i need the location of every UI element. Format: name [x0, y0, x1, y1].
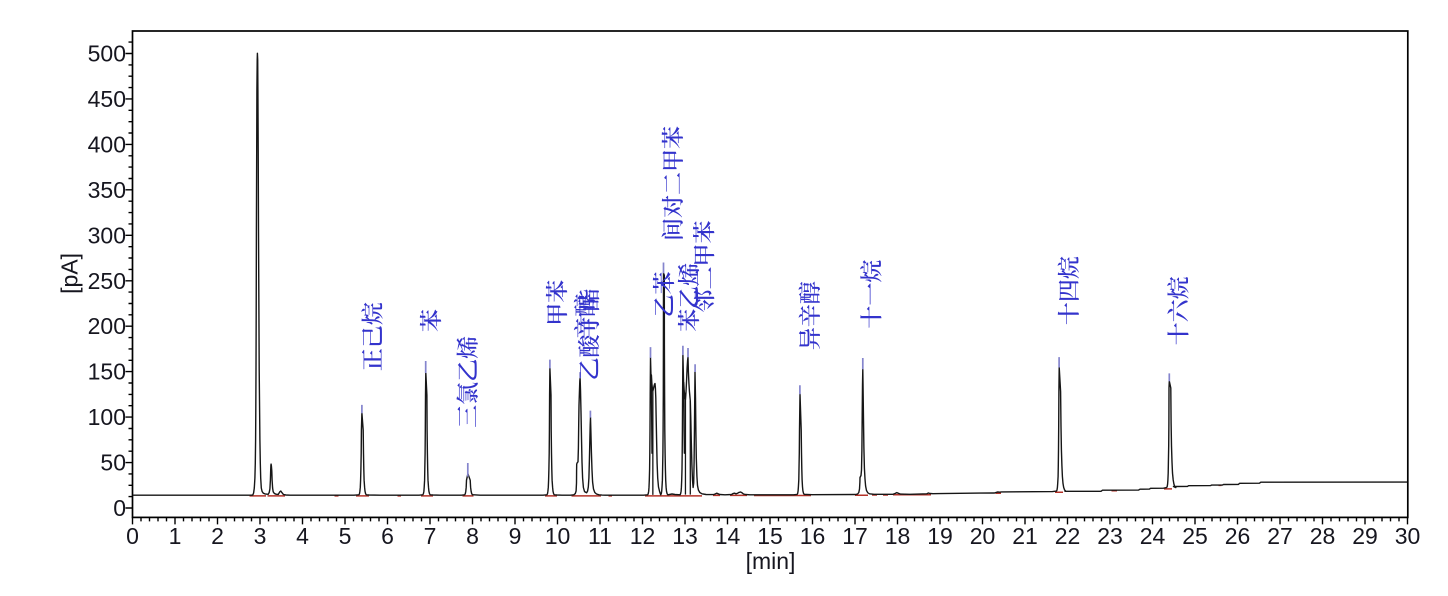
svg-text:29: 29	[1352, 523, 1378, 549]
svg-text:0: 0	[113, 495, 126, 521]
svg-text:250: 250	[88, 268, 126, 294]
svg-text:30: 30	[1395, 523, 1421, 549]
svg-text:400: 400	[88, 131, 126, 157]
svg-text:24: 24	[1140, 523, 1166, 549]
svg-text:12: 12	[630, 523, 656, 549]
svg-text:15: 15	[757, 523, 783, 549]
svg-text:500: 500	[88, 41, 126, 67]
svg-text:17: 17	[842, 523, 868, 549]
svg-text:4: 4	[296, 523, 309, 549]
svg-text:21: 21	[1012, 523, 1038, 549]
svg-text:6: 6	[381, 523, 394, 549]
svg-text:19: 19	[927, 523, 953, 549]
svg-text:9: 9	[509, 523, 522, 549]
svg-text:26: 26	[1225, 523, 1251, 549]
svg-text:450: 450	[88, 86, 126, 112]
svg-text:10: 10	[545, 523, 571, 549]
svg-text:20: 20	[970, 523, 996, 549]
svg-text:25: 25	[1182, 523, 1208, 549]
svg-text:100: 100	[88, 404, 126, 430]
svg-text:5: 5	[339, 523, 352, 549]
svg-text:23: 23	[1097, 523, 1123, 549]
svg-text:50: 50	[100, 450, 126, 476]
svg-text:22: 22	[1055, 523, 1081, 549]
svg-text:8: 8	[466, 523, 479, 549]
svg-text:18: 18	[885, 523, 911, 549]
svg-text:14: 14	[715, 523, 741, 549]
svg-text:28: 28	[1310, 523, 1336, 549]
svg-text:2: 2	[211, 523, 224, 549]
svg-text:[pA]: [pA]	[57, 253, 83, 294]
svg-text:150: 150	[88, 359, 126, 385]
svg-text:11: 11	[588, 523, 612, 549]
svg-text:0: 0	[126, 523, 139, 549]
svg-text:[min]: [min]	[746, 548, 796, 574]
svg-text:7: 7	[424, 523, 437, 549]
svg-text:200: 200	[88, 313, 126, 339]
svg-text:16: 16	[800, 523, 826, 549]
svg-text:3: 3	[254, 523, 267, 549]
svg-text:300: 300	[88, 222, 126, 248]
svg-text:27: 27	[1267, 523, 1293, 549]
svg-text:1: 1	[169, 523, 182, 549]
svg-text:13: 13	[672, 523, 698, 549]
svg-text:350: 350	[88, 177, 126, 203]
